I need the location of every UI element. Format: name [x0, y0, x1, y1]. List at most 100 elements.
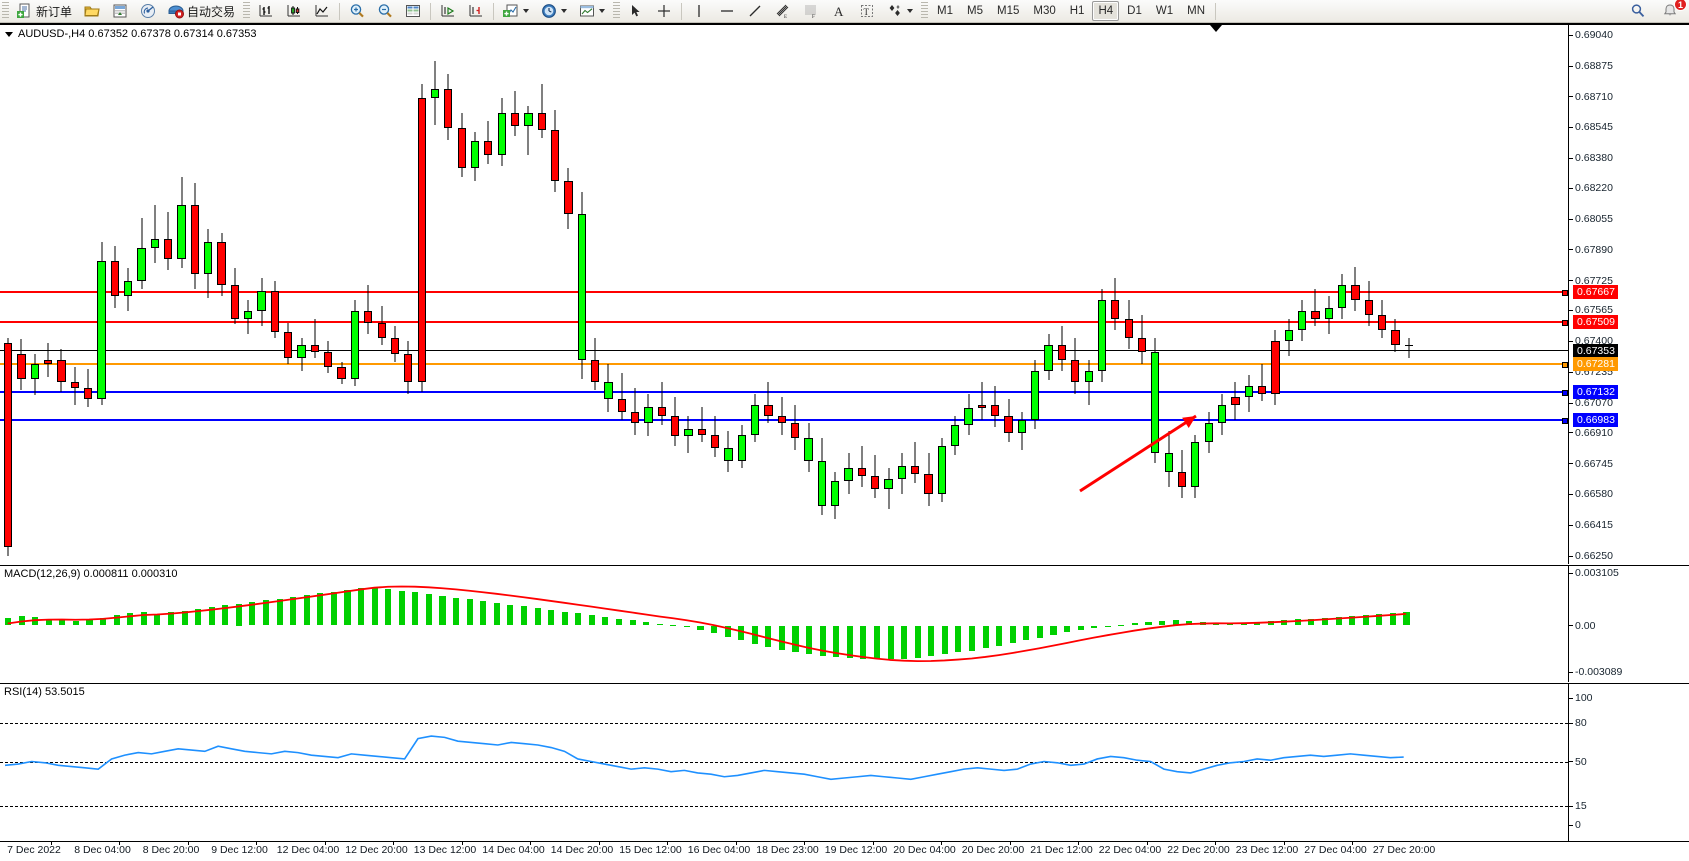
candle-body — [831, 481, 840, 506]
time-axis-tick: 18 Dec 23:00 — [756, 844, 819, 856]
vertical-line-button[interactable] — [686, 1, 712, 22]
text-button[interactable]: A — [826, 1, 852, 22]
timeframe-d1[interactable]: D1 — [1127, 5, 1142, 17]
timeframe-h4[interactable]: H4 — [1092, 1, 1120, 21]
macd-axis[interactable]: 0.003105 0.00 -0.003089 — [1568, 566, 1689, 682]
zoom-out-button[interactable] — [372, 1, 398, 22]
search-button[interactable] — [1625, 1, 1651, 22]
candlestick — [4, 25, 13, 564]
toolbar-grip-3[interactable] — [613, 2, 621, 20]
candle-body — [670, 415, 680, 437]
zoom-in-button[interactable] — [344, 1, 370, 22]
time-axis[interactable]: 7 Dec 2022 8 Dec 04:00 8 Dec 20:00 9 Dec 12… — [0, 841, 1689, 861]
macd-histogram-bar — [154, 614, 161, 626]
candlestick — [257, 25, 266, 564]
macd-histogram-bar — [982, 625, 989, 649]
price-level-handle[interactable] — [1562, 418, 1568, 425]
templates-button[interactable] — [574, 1, 610, 22]
folder-button[interactable] — [79, 1, 105, 22]
time-tick-mark — [667, 842, 669, 845]
notifications-button[interactable]: 1 — [1657, 0, 1687, 22]
macd-histogram-bar — [303, 595, 310, 626]
text-label-button[interactable]: T — [854, 1, 880, 22]
macd-histogram-bar — [195, 608, 202, 626]
fibonacci-button[interactable]: F — [798, 1, 824, 22]
candle-wick — [661, 382, 663, 426]
price-level-line[interactable] — [0, 390, 1568, 397]
rsi-panel[interactable]: RSI(14) 53.5015 100 80 50 15 0 — [0, 683, 1689, 842]
price-level-line[interactable] — [0, 290, 1568, 297]
candlestick — [1217, 25, 1227, 564]
terminal-button[interactable] — [107, 1, 133, 22]
candle-body — [1257, 386, 1267, 394]
channel-button[interactable]: E — [770, 1, 796, 22]
price-axis[interactable]: 0.69040 0.68875 0.68710 0.68545 0.68380 0.682… — [1568, 25, 1689, 564]
rsi-axis[interactable]: 100 80 50 15 0 — [1568, 684, 1689, 842]
candle-body — [590, 359, 600, 383]
rsi-plot-area[interactable] — [0, 684, 1568, 842]
auto-scroll-button[interactable] — [435, 1, 461, 22]
timeframe-h1[interactable]: H1 — [1069, 5, 1085, 17]
macd-histogram-bar — [385, 588, 392, 626]
crosshair-button[interactable] — [651, 1, 677, 22]
candle-wick — [914, 442, 916, 484]
candlestick — [404, 25, 413, 564]
auto-trading-button[interactable]: 自动交易 — [163, 1, 240, 22]
macd-panel[interactable]: MACD(12,26,9) 0.000811 0.000310 0.003105… — [0, 565, 1689, 682]
toolbar-grip[interactable] — [2, 2, 9, 20]
candlestick — [711, 25, 720, 564]
candle-body — [484, 141, 493, 155]
time-tick-mark — [941, 842, 943, 845]
candle-body — [1391, 330, 1400, 345]
macd-histogram-bar — [1403, 612, 1410, 626]
price-level-line[interactable] — [0, 319, 1568, 326]
candle-wick — [634, 387, 636, 435]
rsi-axis-tick: 80 — [1569, 718, 1587, 729]
candle-body — [630, 412, 640, 424]
shapes-button[interactable] — [882, 1, 918, 22]
candle-body — [791, 423, 800, 439]
timeframe-m15[interactable]: M15 — [997, 5, 1020, 17]
candle-body — [1311, 311, 1320, 319]
candlestick — [57, 25, 66, 564]
candle-body — [270, 290, 280, 332]
bar-chart-button[interactable] — [253, 1, 279, 22]
candlestick — [1284, 25, 1293, 564]
price-level-handle[interactable] — [1562, 290, 1568, 297]
horizontal-line-button[interactable] — [714, 1, 740, 22]
trendline-button[interactable] — [742, 1, 768, 22]
periods-button[interactable] — [536, 1, 572, 22]
timeframe-m5[interactable]: M5 — [967, 5, 983, 17]
timeframe-w1[interactable]: W1 — [1155, 5, 1174, 17]
macd-histogram-bar — [548, 609, 555, 626]
candle-body — [257, 290, 266, 312]
candlestick — [577, 25, 586, 564]
toolbar-grip-2[interactable] — [243, 2, 251, 20]
price-level-handle[interactable] — [1562, 319, 1568, 326]
data-window-button[interactable] — [400, 1, 426, 22]
price-level-handle[interactable] — [1562, 390, 1568, 397]
price-level-handle[interactable] — [1562, 362, 1568, 369]
price-level-line[interactable] — [0, 362, 1568, 369]
time-tick-mark — [393, 842, 394, 845]
indicators-button[interactable] — [498, 1, 534, 22]
candle-body — [1084, 371, 1093, 383]
cursor-button[interactable] — [623, 1, 649, 22]
line-chart-button[interactable] — [309, 1, 335, 22]
price-level-line[interactable] — [0, 350, 1568, 352]
toolbar-separator-1 — [339, 2, 341, 20]
symbol-dropdown-caret-icon[interactable] — [5, 32, 13, 37]
timeframe-m1[interactable]: M1 — [937, 5, 954, 17]
timeframe-mn[interactable]: MN — [1187, 5, 1205, 17]
price-panel[interactable]: AUDUSD-,H4 0.67352 0.67378 0.67314 0.673… — [0, 25, 1689, 564]
toolbar-grip-4[interactable] — [921, 2, 929, 20]
time-tick-mark — [735, 842, 737, 845]
timeframe-m30[interactable]: M30 — [1033, 5, 1056, 17]
signals-button[interactable] — [135, 1, 161, 22]
macd-plot-area[interactable] — [0, 566, 1568, 682]
new-order-button[interactable]: 新订单 — [12, 1, 77, 22]
candlestick-chart-button[interactable] — [281, 1, 307, 22]
price-plot-area[interactable] — [0, 25, 1568, 564]
candle-body — [617, 399, 626, 413]
chart-shift-button[interactable] — [463, 1, 489, 22]
